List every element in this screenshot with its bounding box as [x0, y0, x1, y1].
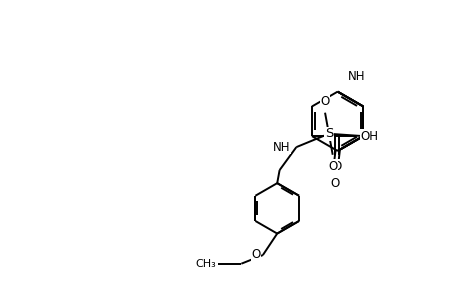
Text: S: S — [324, 127, 332, 140]
Text: O: O — [327, 160, 336, 172]
Text: NH: NH — [347, 70, 365, 83]
Text: NH: NH — [273, 141, 290, 154]
Text: O: O — [332, 160, 341, 173]
Text: CH₃: CH₃ — [195, 259, 216, 269]
Text: OH: OH — [359, 130, 377, 142]
Text: O: O — [330, 177, 339, 190]
Text: O: O — [320, 95, 329, 108]
Text: O: O — [251, 248, 260, 261]
